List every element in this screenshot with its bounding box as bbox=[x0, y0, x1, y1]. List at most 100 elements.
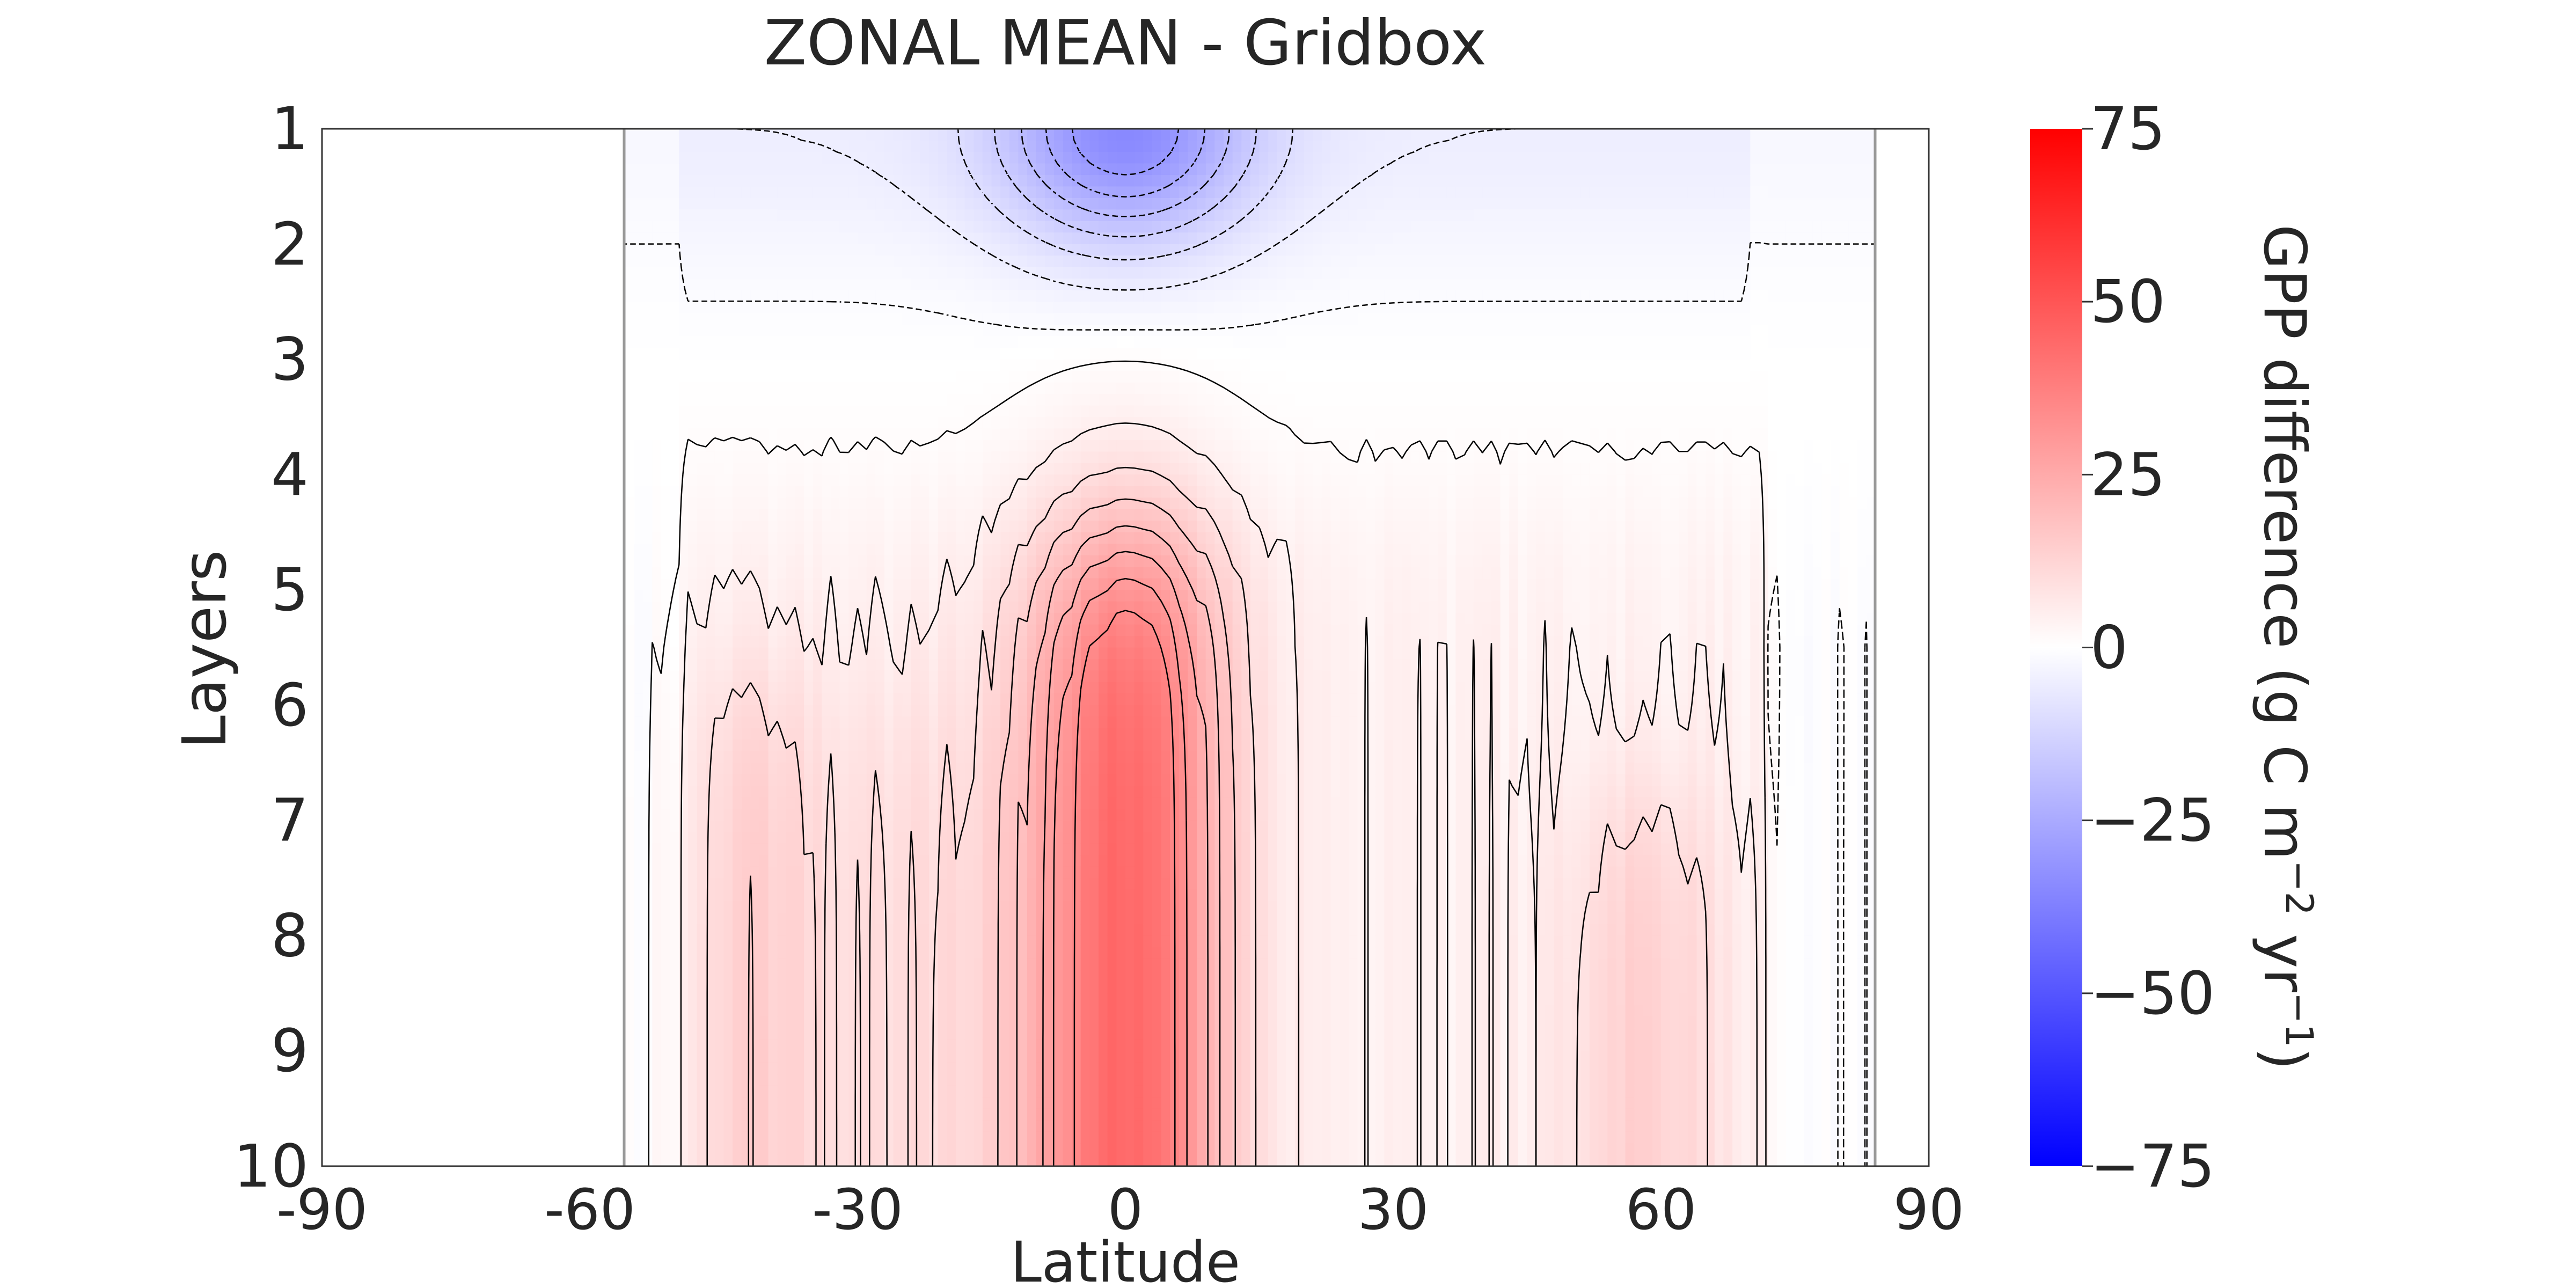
heatmap-cell bbox=[839, 901, 850, 913]
heatmap-cell bbox=[1063, 197, 1073, 210]
heatmap-cell bbox=[1000, 728, 1010, 741]
heatmap-cell bbox=[1036, 209, 1046, 222]
heatmap-cell bbox=[1080, 1131, 1091, 1144]
heatmap-cell bbox=[759, 544, 769, 556]
heatmap-cell bbox=[1000, 279, 1010, 291]
heatmap-cell bbox=[625, 567, 635, 579]
heatmap-cell bbox=[750, 647, 760, 660]
heatmap-cell bbox=[1000, 1005, 1010, 1017]
heatmap-cell bbox=[697, 532, 707, 545]
heatmap-cell bbox=[786, 728, 796, 741]
heatmap-cell bbox=[625, 820, 635, 833]
heatmap-cell bbox=[956, 567, 965, 579]
heatmap-cell bbox=[634, 947, 644, 960]
heatmap-cell bbox=[741, 705, 751, 718]
heatmap-cell bbox=[1045, 843, 1055, 856]
heatmap-cell bbox=[902, 186, 912, 199]
heatmap-cell bbox=[884, 1062, 894, 1075]
heatmap-cell bbox=[947, 152, 956, 164]
heatmap-cell bbox=[991, 751, 1001, 764]
heatmap-cell bbox=[688, 993, 698, 1006]
heatmap-cell bbox=[929, 705, 939, 718]
heatmap-cell bbox=[804, 544, 814, 556]
heatmap-cell bbox=[1080, 832, 1091, 844]
heatmap-cell bbox=[848, 221, 858, 233]
heatmap-cell bbox=[750, 889, 760, 902]
heatmap-cell bbox=[706, 451, 715, 464]
heatmap-cell bbox=[679, 382, 689, 394]
heatmap-cell bbox=[1099, 1085, 1108, 1098]
heatmap-cell bbox=[929, 532, 939, 545]
heatmap-cell bbox=[893, 809, 903, 821]
heatmap-cell bbox=[679, 532, 689, 545]
heatmap-cell bbox=[652, 912, 662, 925]
heatmap-cell bbox=[902, 348, 912, 360]
heatmap-cell bbox=[795, 371, 805, 383]
heatmap-cell bbox=[1063, 428, 1073, 441]
heatmap-cell bbox=[1053, 809, 1064, 821]
heatmap-cell bbox=[786, 567, 796, 579]
heatmap-cell bbox=[938, 497, 948, 510]
heatmap-cell bbox=[1018, 302, 1028, 314]
heatmap-cell bbox=[759, 740, 769, 752]
heatmap-cell bbox=[804, 935, 814, 948]
heatmap-cell bbox=[634, 1108, 644, 1121]
heatmap-cell bbox=[956, 1166, 965, 1179]
heatmap-cell bbox=[759, 174, 769, 187]
heatmap-cell bbox=[652, 763, 662, 775]
heatmap-cell bbox=[1018, 820, 1028, 833]
heatmap-cell bbox=[1099, 313, 1108, 326]
heatmap-cell bbox=[661, 474, 671, 487]
heatmap-cell bbox=[1063, 1016, 1073, 1029]
heatmap-cell bbox=[1063, 947, 1073, 960]
heatmap-cell bbox=[929, 693, 939, 706]
heatmap-cell bbox=[670, 716, 680, 729]
heatmap-cell bbox=[866, 140, 876, 152]
heatmap-cell bbox=[1045, 693, 1055, 706]
heatmap-cell bbox=[670, 901, 680, 913]
heatmap-cell bbox=[804, 1051, 814, 1063]
heatmap-cell bbox=[723, 140, 734, 152]
heatmap-cell bbox=[839, 163, 850, 175]
heatmap-cell bbox=[661, 382, 671, 394]
heatmap-cell bbox=[839, 590, 850, 602]
heatmap-cell bbox=[956, 313, 965, 326]
heatmap-cell bbox=[759, 440, 769, 452]
heatmap-cell bbox=[964, 244, 975, 257]
heatmap-cell bbox=[804, 797, 814, 810]
heatmap-cell bbox=[848, 970, 858, 983]
heatmap-cell bbox=[670, 532, 680, 545]
heatmap-cell bbox=[634, 647, 644, 660]
heatmap-cell bbox=[697, 325, 707, 337]
heatmap-cell bbox=[741, 129, 751, 141]
heatmap-cell bbox=[1000, 647, 1010, 660]
heatmap-cell bbox=[1072, 325, 1081, 337]
heatmap-cell bbox=[964, 924, 975, 936]
heatmap-cell bbox=[956, 416, 965, 429]
heatmap-cell bbox=[920, 935, 930, 948]
heatmap-cell bbox=[643, 567, 653, 579]
heatmap-cell bbox=[661, 693, 671, 706]
heatmap-cell bbox=[964, 1131, 975, 1144]
heatmap-cell bbox=[661, 521, 671, 533]
heatmap-cell bbox=[1027, 912, 1037, 925]
heatmap-cell bbox=[848, 705, 858, 718]
heatmap-cell bbox=[1089, 601, 1100, 614]
heatmap-cell bbox=[822, 532, 832, 545]
heatmap-cell bbox=[964, 232, 975, 245]
heatmap-cell bbox=[982, 970, 992, 983]
heatmap-cell bbox=[911, 244, 921, 257]
heatmap-cell bbox=[741, 1028, 751, 1040]
heatmap-cell bbox=[795, 705, 805, 718]
heatmap-cell bbox=[634, 716, 644, 729]
heatmap-cell bbox=[643, 532, 653, 545]
heatmap-cell bbox=[750, 325, 760, 337]
heatmap-cell bbox=[741, 302, 751, 314]
heatmap-cell bbox=[991, 728, 1001, 741]
heatmap-cell bbox=[697, 279, 707, 291]
heatmap-cell bbox=[1063, 1028, 1073, 1040]
heatmap-cell bbox=[1045, 1085, 1055, 1098]
heatmap-cell bbox=[875, 901, 885, 913]
heatmap-cell bbox=[768, 474, 778, 487]
heatmap-cell bbox=[1072, 428, 1081, 441]
